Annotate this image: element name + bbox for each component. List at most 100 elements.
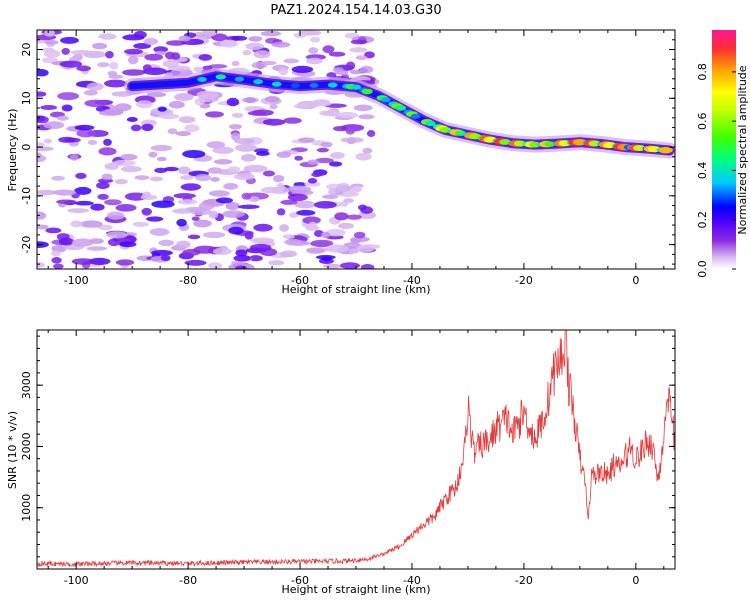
noise-blob <box>276 208 286 216</box>
noise-blob <box>358 114 375 120</box>
noise-blob <box>70 50 93 55</box>
y-tick-label: 2000 <box>20 432 33 460</box>
noise-blob <box>53 263 64 269</box>
noise-blob <box>122 69 146 76</box>
noise-blob <box>40 105 58 110</box>
noise-blob <box>193 219 212 228</box>
noise-blob <box>366 130 376 137</box>
noise-blob <box>57 92 79 101</box>
ridge-point <box>215 74 226 80</box>
ridge-point <box>381 97 391 103</box>
noise-blob <box>337 111 359 119</box>
noise-blob <box>222 210 245 218</box>
noise-blob <box>103 138 112 146</box>
x-tick-label: -40 <box>403 574 421 587</box>
noise-blob <box>325 244 349 253</box>
noise-blob <box>120 153 138 161</box>
noise-blob <box>235 249 248 257</box>
noise-blob <box>335 185 352 192</box>
x-tick-label: 0 <box>632 274 639 287</box>
noise-blob <box>334 212 349 221</box>
noise-blob <box>350 39 368 45</box>
noise-blob <box>144 53 164 61</box>
noise-blob <box>308 47 319 54</box>
noise-blob <box>193 245 217 254</box>
noise-blob <box>124 48 143 55</box>
noise-blob <box>74 200 94 206</box>
ridge-point <box>658 147 673 154</box>
noise-blob <box>74 124 95 131</box>
spectrogram-ylabel: Frequency (Hz) <box>6 109 19 192</box>
noise-blob <box>241 97 259 103</box>
snr-xlabel: Height of straight line (km) <box>281 583 430 596</box>
noise-blob <box>88 257 111 265</box>
noise-blob <box>176 240 191 249</box>
noise-blob <box>37 115 49 124</box>
noise-blob <box>61 104 73 112</box>
noise-blob <box>356 244 375 253</box>
noise-blob <box>198 54 212 61</box>
noise-blob <box>149 176 163 182</box>
x-tick-label: -20 <box>515 274 533 287</box>
noise-blob <box>120 165 142 173</box>
noise-blob <box>132 221 149 227</box>
noise-blob <box>280 199 298 205</box>
noise-blob <box>51 257 62 264</box>
noise-blob <box>310 239 334 248</box>
x-tick-label: -80 <box>179 274 197 287</box>
noise-blob <box>223 183 239 190</box>
figure-title: PAZ1.2024.154.14.03.G30 <box>270 3 441 18</box>
noise-blob <box>98 110 123 116</box>
noise-blob <box>61 47 70 55</box>
noise-blob <box>216 197 233 204</box>
noise-blob <box>98 147 117 156</box>
noise-blob <box>146 92 167 98</box>
noise-blob <box>84 99 107 108</box>
noise-blob <box>75 172 87 179</box>
ridge-point <box>395 105 407 111</box>
noise-blob <box>182 150 206 158</box>
noise-blob <box>37 262 45 268</box>
noise-blob <box>360 264 375 269</box>
noise-blob <box>329 161 343 167</box>
noise-blob <box>142 64 152 72</box>
noise-blob <box>251 61 268 69</box>
noise-blob <box>43 138 53 144</box>
noise-blob <box>298 137 315 143</box>
noise-blob <box>115 204 137 212</box>
noise-blob <box>58 237 74 246</box>
noise-blob <box>150 144 173 152</box>
noise-blob <box>345 61 356 70</box>
ridge-point <box>361 88 373 95</box>
noise-blob <box>157 106 167 112</box>
noise-blob <box>278 67 289 76</box>
noise-blob <box>245 42 264 51</box>
colorbar-label: Normalized spectral amplitude <box>736 65 749 234</box>
noise-blob <box>37 146 54 152</box>
x-tick-label: 0 <box>632 574 639 587</box>
noise-blob <box>44 30 55 37</box>
y-tick-label: 10 <box>20 91 33 105</box>
noise-blob <box>353 231 366 239</box>
noise-blob <box>213 159 233 165</box>
noise-blob <box>127 55 139 65</box>
noise-blob <box>76 65 91 72</box>
noise-blob <box>42 47 55 53</box>
noise-blob <box>310 36 321 43</box>
noise-blob <box>241 192 252 200</box>
noise-blob <box>208 210 219 219</box>
noise-blob <box>249 255 263 262</box>
noise-blob <box>315 157 334 164</box>
noise-blob <box>231 60 240 67</box>
noise-blob <box>106 231 128 239</box>
noise-blob <box>43 121 65 129</box>
noise-blob <box>143 38 158 45</box>
noise-blob <box>76 129 96 138</box>
noise-blob <box>322 263 342 269</box>
colorbar-tick-label: 0.0 <box>696 260 709 278</box>
noise-blob <box>234 143 258 152</box>
x-tick-label: -80 <box>179 574 197 587</box>
x-tick-label: -100 <box>64 574 89 587</box>
